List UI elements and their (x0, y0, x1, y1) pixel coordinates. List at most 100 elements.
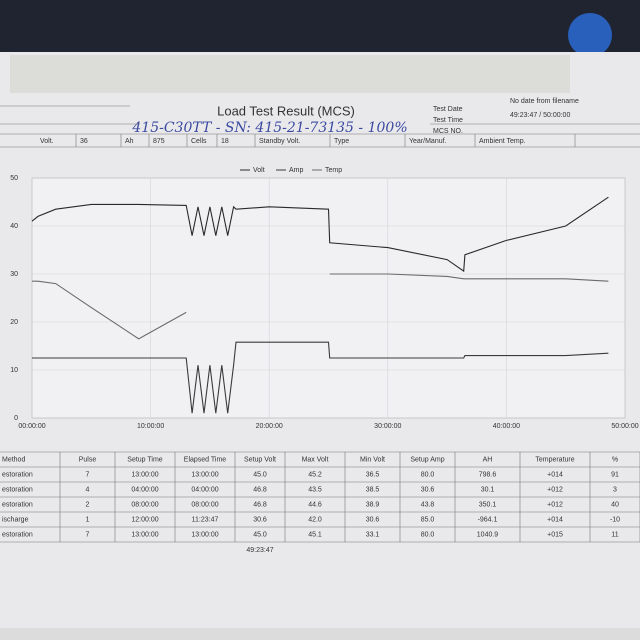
table-cell: 350.1 (479, 501, 497, 508)
table-cell: 04:00:00 (131, 486, 158, 493)
table-cell: 13:00:00 (191, 531, 218, 538)
y-tick-label: 30 (10, 271, 18, 278)
table-cell: 7 (86, 471, 90, 478)
table-cell: 45.2 (308, 471, 322, 478)
x-tick-label: 40:00:00 (493, 423, 520, 430)
info-cell: Type (334, 138, 349, 145)
series-line (32, 341, 609, 414)
info-cell: 18 (221, 138, 229, 145)
table-cell: 45.1 (308, 531, 322, 538)
table-header: Method (2, 456, 25, 463)
table-cell: ischarge (2, 516, 29, 523)
table-cell: 91 (611, 471, 619, 478)
table-header: % (612, 456, 618, 463)
table-cell: -964.1 (478, 516, 498, 523)
table-cell: 13:00:00 (191, 471, 218, 478)
table-cell: estoration (2, 501, 33, 508)
y-tick-label: 20 (10, 319, 18, 326)
field-value: No date from filename (510, 98, 579, 105)
table-cell: 30.1 (481, 486, 495, 493)
table-cell: estoration (2, 531, 33, 538)
tape (10, 55, 570, 93)
table-cell: 44.6 (308, 501, 322, 508)
table-header: Pulse (79, 456, 97, 463)
table-cell: 46.8 (253, 501, 267, 508)
series-line (31, 196, 609, 273)
x-tick-label: 50:00:00 (611, 423, 638, 430)
table-cell: 08:00:00 (131, 501, 158, 508)
legend-label: Amp (289, 167, 304, 174)
table-cell: 80.0 (421, 531, 435, 538)
series-line (32, 273, 609, 340)
table-cell: 36.5 (366, 471, 380, 478)
x-tick-label: 20:00:00 (256, 423, 283, 430)
table-cell: 33.1 (366, 531, 380, 538)
table-cell: 13:00:00 (131, 531, 158, 538)
table-cell: 43.5 (308, 486, 322, 493)
table-header: Setup Amp (410, 456, 444, 463)
info-cell: Ambient Temp. (479, 138, 526, 145)
table-cell: -10 (610, 516, 620, 523)
y-tick-label: 40 (10, 223, 18, 230)
table-cell: 4 (86, 486, 90, 493)
table-cell: 30.6 (253, 516, 267, 523)
table-cell: 04:00:00 (191, 486, 218, 493)
x-tick-label: 10:00:00 (137, 423, 164, 430)
light (568, 13, 612, 57)
info-cell: Standby Volt. (259, 138, 300, 145)
table-cell: 3 (613, 486, 617, 493)
table-cell: 12:00:00 (131, 516, 158, 523)
table-cell: +014 (547, 516, 563, 523)
info-cell: Cells (191, 138, 207, 145)
y-tick-label: 0 (14, 415, 18, 422)
table-cell: +012 (547, 486, 563, 493)
info-cell: 875 (153, 138, 165, 145)
table-cell: 42.0 (308, 516, 322, 523)
table-cell: 13:00:00 (131, 471, 158, 478)
field-label: MCS NO. (433, 128, 463, 135)
table-cell: 45.0 (253, 471, 267, 478)
table-cell: estoration (2, 486, 33, 493)
y-tick-label: 50 (10, 175, 18, 182)
table-cell: 08:00:00 (191, 501, 218, 508)
table-header: Setup Time (127, 456, 163, 463)
x-tick-label: 00:00:00 (18, 423, 45, 430)
legend-label: Temp (325, 167, 342, 174)
handwriting: 415-C30TT - SN: 415-21-73135 - 100% (131, 120, 407, 136)
table-cell: 40 (611, 501, 619, 508)
info-cell: 36 (80, 138, 88, 145)
table-cell: 2 (86, 501, 90, 508)
info-cell: Volt. (40, 138, 54, 145)
table-cell: +012 (547, 501, 563, 508)
table-header: AH (483, 456, 493, 463)
table-cell: 30.6 (421, 486, 435, 493)
field-value: 49:23:47 / 50:00:00 (510, 112, 570, 119)
table-header: Min Volt (360, 456, 385, 463)
info-cell: Year/Manuf. (409, 138, 447, 145)
table-cell: 80.0 (421, 471, 435, 478)
table-cell: 11 (611, 531, 618, 538)
table-cell: 1040.9 (477, 531, 499, 538)
table-cell: 798.6 (479, 471, 497, 478)
table-cell: 38.5 (366, 486, 380, 493)
info-cell: Ah (125, 138, 134, 145)
table-header: Max Volt (302, 456, 329, 463)
table-header: Setup Volt (244, 456, 276, 463)
table-cell: 43.8 (421, 501, 435, 508)
table-cell: 46.8 (253, 486, 267, 493)
y-tick-label: 10 (10, 367, 18, 374)
table-cell: +014 (547, 471, 563, 478)
table-cell: 45.0 (253, 531, 267, 538)
bottom-edge (0, 628, 640, 640)
table-header: Temperature (535, 456, 574, 463)
table-cell: 38.9 (366, 501, 380, 508)
table-cell: +015 (547, 531, 563, 538)
field-label: Test Time (433, 117, 463, 124)
table-cell: 1 (86, 516, 90, 523)
background (0, 0, 640, 60)
legend-label: Volt (253, 167, 265, 174)
table-total: 49:23:47 (246, 547, 273, 554)
table-cell: 7 (86, 531, 90, 538)
